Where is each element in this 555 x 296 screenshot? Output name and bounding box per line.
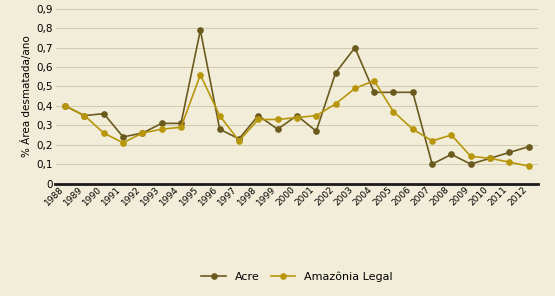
Amazônia Legal xyxy=(313,114,320,118)
Amazônia Legal xyxy=(294,116,300,119)
Amazônia Legal xyxy=(139,131,146,135)
Amazônia Legal xyxy=(487,157,493,160)
Acre xyxy=(313,129,320,133)
Acre xyxy=(429,162,436,166)
Line: Acre: Acre xyxy=(63,28,531,167)
Amazônia Legal xyxy=(81,114,88,118)
Acre xyxy=(274,127,281,131)
Amazônia Legal xyxy=(158,127,165,131)
Amazônia Legal xyxy=(216,114,223,118)
Acre xyxy=(351,46,358,49)
Amazônia Legal xyxy=(390,110,397,113)
Acre xyxy=(100,112,107,115)
Acre xyxy=(390,91,397,94)
Amazônia Legal xyxy=(236,139,243,143)
Acre xyxy=(448,153,455,156)
Amazônia Legal xyxy=(467,155,474,158)
Amazônia Legal xyxy=(255,118,261,121)
Y-axis label: % Área desmatada/ano: % Área desmatada/ano xyxy=(21,35,32,157)
Legend: Acre, Amazônia Legal: Acre, Amazônia Legal xyxy=(197,267,397,286)
Amazônia Legal xyxy=(178,126,184,129)
Acre xyxy=(371,91,377,94)
Acre xyxy=(236,137,243,141)
Acre xyxy=(487,157,493,160)
Acre xyxy=(139,131,146,135)
Amazônia Legal xyxy=(197,73,204,77)
Acre xyxy=(526,145,532,148)
Acre xyxy=(158,122,165,125)
Amazônia Legal xyxy=(526,164,532,168)
Amazônia Legal xyxy=(274,118,281,121)
Amazônia Legal xyxy=(429,139,436,143)
Amazônia Legal xyxy=(351,87,358,90)
Acre xyxy=(120,135,127,139)
Acre xyxy=(506,151,513,154)
Acre xyxy=(62,104,68,108)
Acre xyxy=(216,127,223,131)
Amazônia Legal xyxy=(100,131,107,135)
Acre xyxy=(178,122,184,125)
Acre xyxy=(332,71,339,75)
Amazônia Legal xyxy=(506,160,513,164)
Acre xyxy=(81,114,88,118)
Amazônia Legal xyxy=(332,102,339,106)
Acre xyxy=(410,91,416,94)
Acre xyxy=(467,162,474,166)
Line: Amazônia Legal: Amazônia Legal xyxy=(63,72,531,169)
Amazônia Legal xyxy=(120,141,127,144)
Amazônia Legal xyxy=(371,79,377,83)
Amazônia Legal xyxy=(448,133,455,137)
Acre xyxy=(197,28,204,32)
Acre xyxy=(294,114,300,118)
Amazônia Legal xyxy=(410,127,416,131)
Acre xyxy=(255,114,261,118)
Amazônia Legal xyxy=(62,104,68,108)
